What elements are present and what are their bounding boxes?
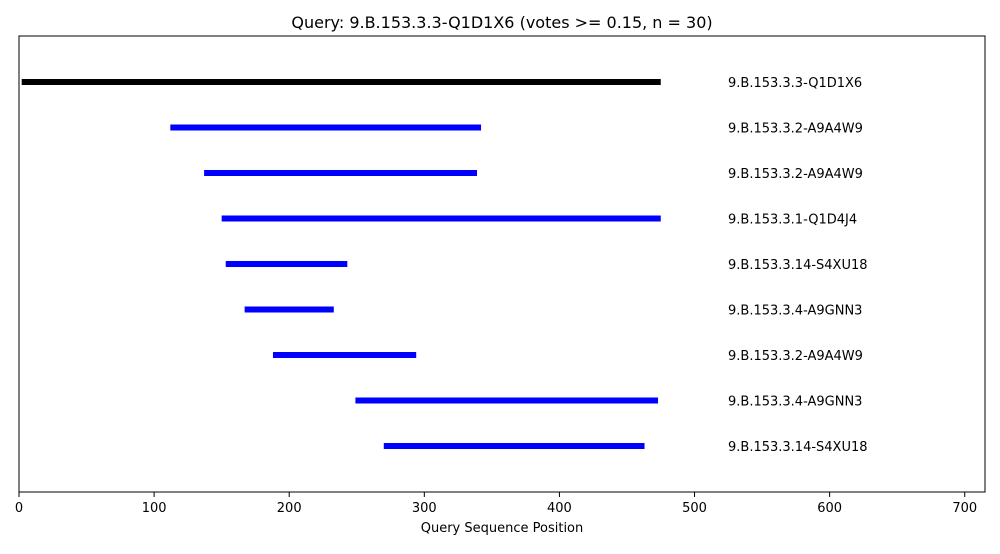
hit-label: 9.B.153.3.2-A9A4W9 bbox=[728, 167, 863, 182]
x-tick-label: 400 bbox=[547, 501, 572, 516]
hit-label: 9.B.153.3.1-Q1D4J4 bbox=[728, 213, 857, 228]
hit-label: 9.B.153.3.4-A9GNN3 bbox=[728, 395, 862, 410]
x-tick-label: 600 bbox=[817, 501, 842, 516]
query-label: 9.B.153.3.3-Q1D1X6 bbox=[728, 76, 862, 91]
x-tick-label: 500 bbox=[682, 501, 707, 516]
x-tick-label: 0 bbox=[15, 501, 23, 516]
hit-label: 9.B.153.3.14-S4XU18 bbox=[728, 440, 868, 455]
x-tick-label: 200 bbox=[277, 501, 302, 516]
plot-area-frame bbox=[18, 35, 986, 493]
x-tick-label: 700 bbox=[952, 501, 977, 516]
hit-label: 9.B.153.3.2-A9A4W9 bbox=[728, 122, 863, 137]
hit-label: 9.B.153.3.2-A9A4W9 bbox=[728, 349, 863, 364]
hit-label: 9.B.153.3.14-S4XU18 bbox=[728, 258, 868, 273]
hit-labels: 9.B.153.3.3-Q1D1X6 9.B.153.3.2-A9A4W9 9.B.… bbox=[728, 76, 868, 455]
x-axis-label: Query Sequence Position bbox=[421, 521, 584, 536]
alignment-bars bbox=[21, 79, 661, 449]
x-tick-label: 100 bbox=[142, 501, 167, 516]
x-tick-label: 300 bbox=[412, 501, 437, 516]
x-axis-ticks: 0 100 200 300 400 500 600 700 bbox=[15, 492, 977, 516]
chart-title: Query: 9.B.153.3.3-Q1D1X6 (votes >= 0.15… bbox=[291, 13, 712, 32]
hit-label: 9.B.153.3.4-A9GNN3 bbox=[728, 304, 862, 319]
